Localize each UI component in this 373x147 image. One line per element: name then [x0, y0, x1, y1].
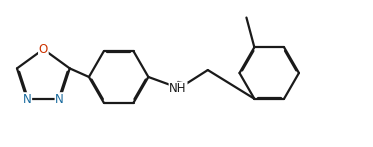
Text: N: N: [23, 93, 31, 106]
Text: O: O: [39, 43, 48, 56]
Text: NH: NH: [169, 82, 187, 95]
Text: N: N: [55, 93, 64, 106]
